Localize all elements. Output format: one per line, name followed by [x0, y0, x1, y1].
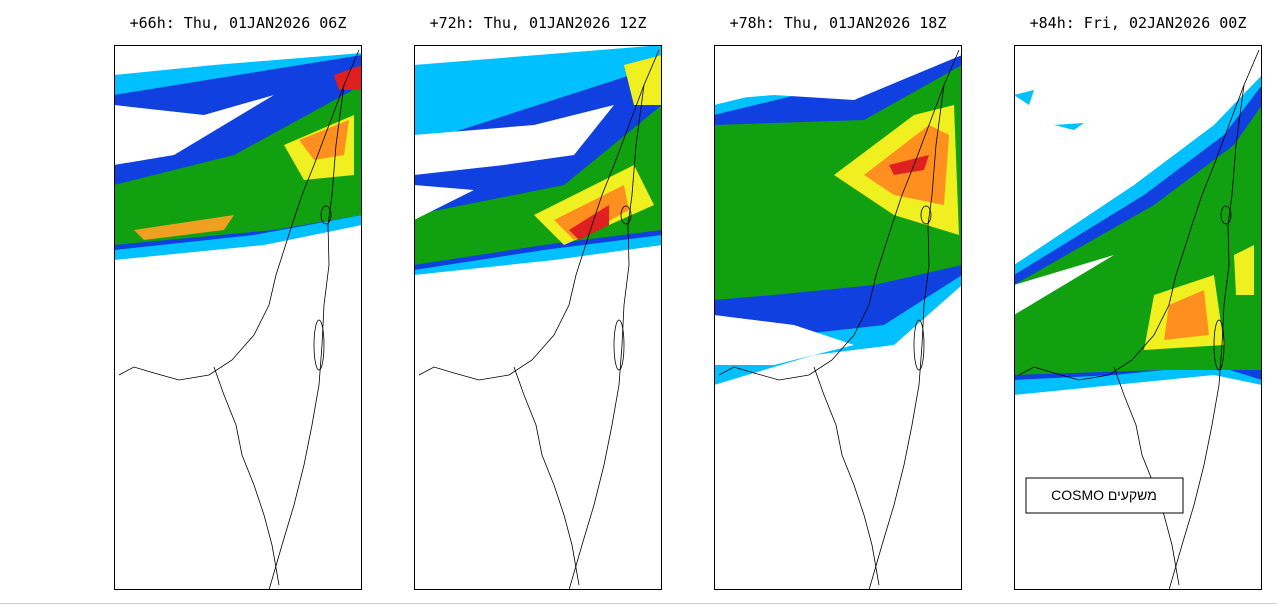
map-label: משקעים COSMO — [1051, 487, 1157, 503]
map-panel — [414, 45, 662, 590]
map-panel — [714, 45, 962, 590]
map-panel — [114, 45, 362, 590]
panel-title: +84h: Fri, 02JAN2026 00Z — [1030, 14, 1247, 32]
panel-title: +72h: Thu, 01JAN2026 12Z — [430, 14, 647, 32]
panel-title: +78h: Thu, 01JAN2026 18Z — [730, 14, 947, 32]
label-box — [1025, 477, 1184, 514]
map-panel — [1014, 45, 1262, 590]
panel-title: +66h: Thu, 01JAN2026 06Z — [130, 14, 347, 32]
